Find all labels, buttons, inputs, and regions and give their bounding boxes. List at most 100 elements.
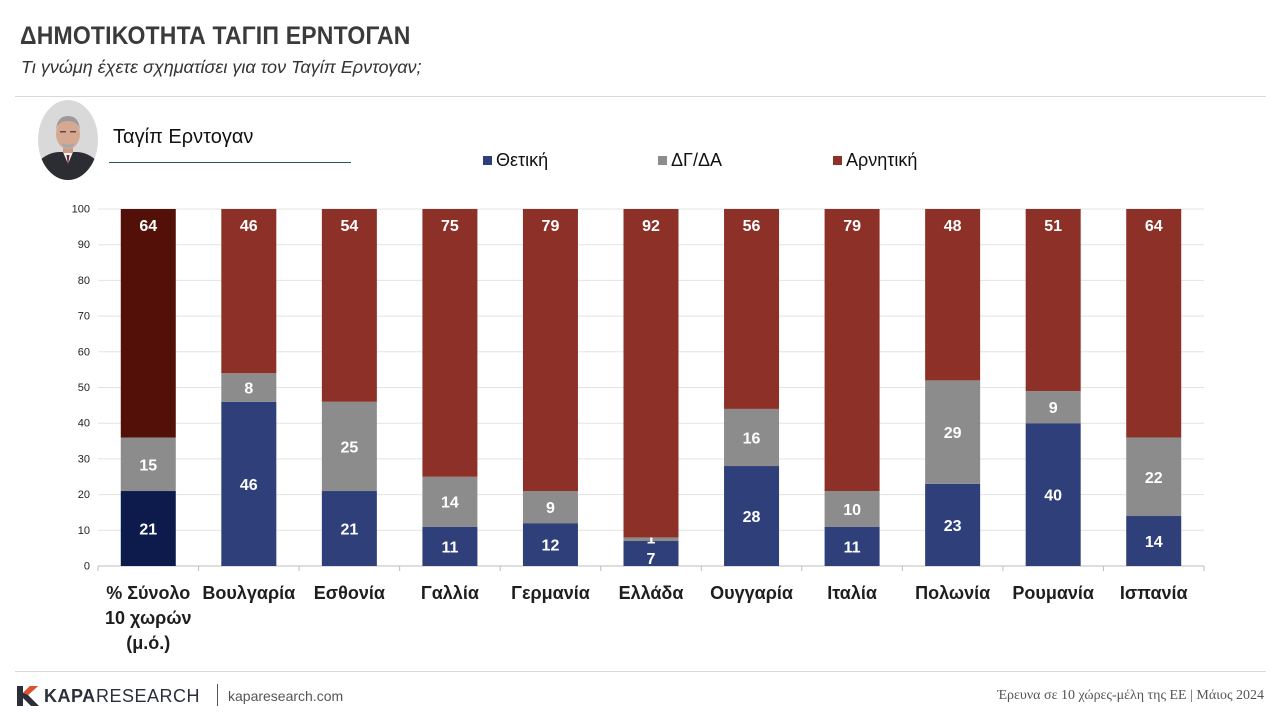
- data-label: 21: [139, 522, 157, 539]
- data-label: 48: [944, 218, 962, 235]
- legend-label-positive: Θετική: [496, 150, 549, 170]
- data-label: 11: [441, 539, 458, 556]
- bar-segment-dk-na: [925, 380, 981, 484]
- x-category-label: Ρουμανία: [1012, 583, 1094, 603]
- data-label: 8: [244, 381, 253, 398]
- bar-segment-negative: [522, 209, 578, 492]
- y-tick-label: 30: [78, 453, 90, 465]
- bar-segment-positive: [925, 483, 981, 566]
- bar-segment-negative: [824, 209, 880, 492]
- bar-segment-dk-na: [1025, 391, 1081, 424]
- data-label: 51: [1044, 218, 1062, 235]
- data-label: 79: [843, 218, 861, 235]
- brand-name-bold: KAPA: [44, 686, 96, 706]
- bar-segment-positive: [724, 466, 780, 566]
- footer-separator: [217, 684, 218, 706]
- bar-segment-negative: [623, 209, 679, 538]
- y-tick-label: 50: [78, 382, 90, 394]
- data-label: 64: [1145, 218, 1163, 235]
- bar-segment-dk-na: [321, 401, 377, 492]
- bar-segment-negative: [1126, 209, 1182, 438]
- x-category-label: Γερμανία: [511, 583, 590, 603]
- data-label: 46: [240, 218, 258, 235]
- bar-segment-positive: [321, 491, 377, 566]
- bar-segment-dk-na: [522, 491, 578, 524]
- bar-segment-negative: [925, 209, 981, 381]
- bar-segment-dk-na: [1126, 437, 1182, 517]
- data-label: 64: [139, 218, 157, 235]
- x-category-label: (μ.ό.): [126, 633, 170, 653]
- bar-segment-positive: [522, 523, 578, 566]
- bar-segment-negative: [422, 209, 478, 477]
- legend-item-dk-na: ΔΓ/ΔΑ: [658, 150, 722, 171]
- data-label: 11: [844, 539, 861, 556]
- y-tick-label: 80: [78, 275, 90, 287]
- x-category-label: Ελλάδα: [619, 583, 684, 603]
- x-category-label: 10 χωρών: [105, 608, 192, 628]
- x-category-label: Πολωνία: [915, 583, 990, 603]
- survey-label: Έρευνα σε 10 χώρες-μέλη της ΕΕ |: [997, 688, 1197, 703]
- data-label: 14: [1145, 534, 1163, 551]
- legend-item-negative: Αρνητική: [833, 150, 917, 171]
- page-title: ΔΗΜΟΤΙΚΟΤΗΤΑ ΤΑΓΙΠ ΕΡΝΤΟΓΑΝ: [20, 22, 411, 50]
- header-divider: [15, 96, 1266, 97]
- brand-name: RESEARCH: [96, 686, 201, 706]
- legend-swatch-positive: [483, 156, 492, 165]
- data-label: 7: [647, 551, 656, 568]
- bar-segment-negative: [1025, 209, 1081, 392]
- data-label: 14: [441, 495, 459, 512]
- bar-segment-negative: [120, 209, 176, 438]
- person-portrait: [38, 100, 98, 180]
- bar-segment-positive: [422, 526, 478, 566]
- data-label: 29: [944, 425, 962, 442]
- bar-segment-positive: [824, 526, 880, 566]
- page-subtitle: Τι γνώμη έχετε σχηματίσει για τον Ταγίπ …: [21, 57, 422, 77]
- x-category-label: Γαλλία: [421, 583, 479, 603]
- x-category-label: Ιταλία: [827, 583, 877, 603]
- data-label: 10: [843, 502, 861, 519]
- bar-segment-negative: [724, 209, 780, 409]
- bar-segment-negative: [221, 209, 277, 374]
- legend-swatch-negative: [833, 156, 842, 165]
- data-label: 9: [1049, 400, 1058, 417]
- website-link[interactable]: kaparesearch.com: [228, 688, 344, 704]
- data-label: 21: [340, 522, 358, 539]
- y-tick-label: 20: [78, 489, 90, 501]
- bar-segment-dk-na: [623, 537, 679, 542]
- bar-segment-dk-na: [724, 408, 780, 467]
- survey-date: Μάιος 2024: [1196, 688, 1264, 703]
- legend-swatch-dk-na: [658, 156, 667, 165]
- bar-segment-positive: [120, 491, 176, 566]
- data-label: 22: [1145, 470, 1163, 487]
- data-label: 46: [240, 477, 258, 494]
- data-label: 16: [743, 430, 761, 447]
- bar-segment-positive: [623, 541, 679, 566]
- bar-segment-negative: [321, 209, 377, 402]
- x-category-label: Βουλγαρία: [202, 583, 295, 603]
- person-underline: [109, 162, 351, 163]
- footer-divider: [15, 671, 1266, 672]
- kapa-logo-icon: [17, 686, 39, 706]
- x-category-label: Ουγγαρία: [710, 583, 793, 603]
- data-label: 79: [542, 218, 560, 235]
- survey-info: Έρευνα σε 10 χώρες-μέλη της ΕΕ | Μάιος 2…: [997, 688, 1264, 704]
- y-tick-label: 0: [84, 561, 90, 573]
- bar-segment-positive: [1025, 423, 1081, 566]
- legend-item-positive: Θετική: [483, 150, 548, 171]
- bar-segment-dk-na: [824, 491, 880, 527]
- bar-segment-dk-na: [221, 373, 277, 402]
- person-name: Ταγίπ Ερντογαν: [113, 126, 254, 148]
- legend-label-dk-na: ΔΓ/ΔΑ: [671, 150, 722, 170]
- data-label: 56: [743, 218, 761, 235]
- data-label: 23: [944, 518, 962, 535]
- data-label: 28: [743, 509, 761, 526]
- data-label: 9: [546, 500, 555, 517]
- data-label: 15: [139, 457, 157, 474]
- x-category-label: % Σύνολο: [106, 583, 190, 603]
- y-tick-label: 40: [78, 418, 90, 430]
- x-category-label: Ισπανία: [1120, 583, 1188, 603]
- data-label: 40: [1044, 488, 1062, 505]
- stacked-bar-chart: 0 10 20 30 40 50 60 70 80 90 100 21 15 64 % Σύνολο 10 χ…: [72, 204, 1205, 653]
- data-label: 54: [340, 218, 358, 235]
- y-tick-label: 90: [78, 239, 90, 251]
